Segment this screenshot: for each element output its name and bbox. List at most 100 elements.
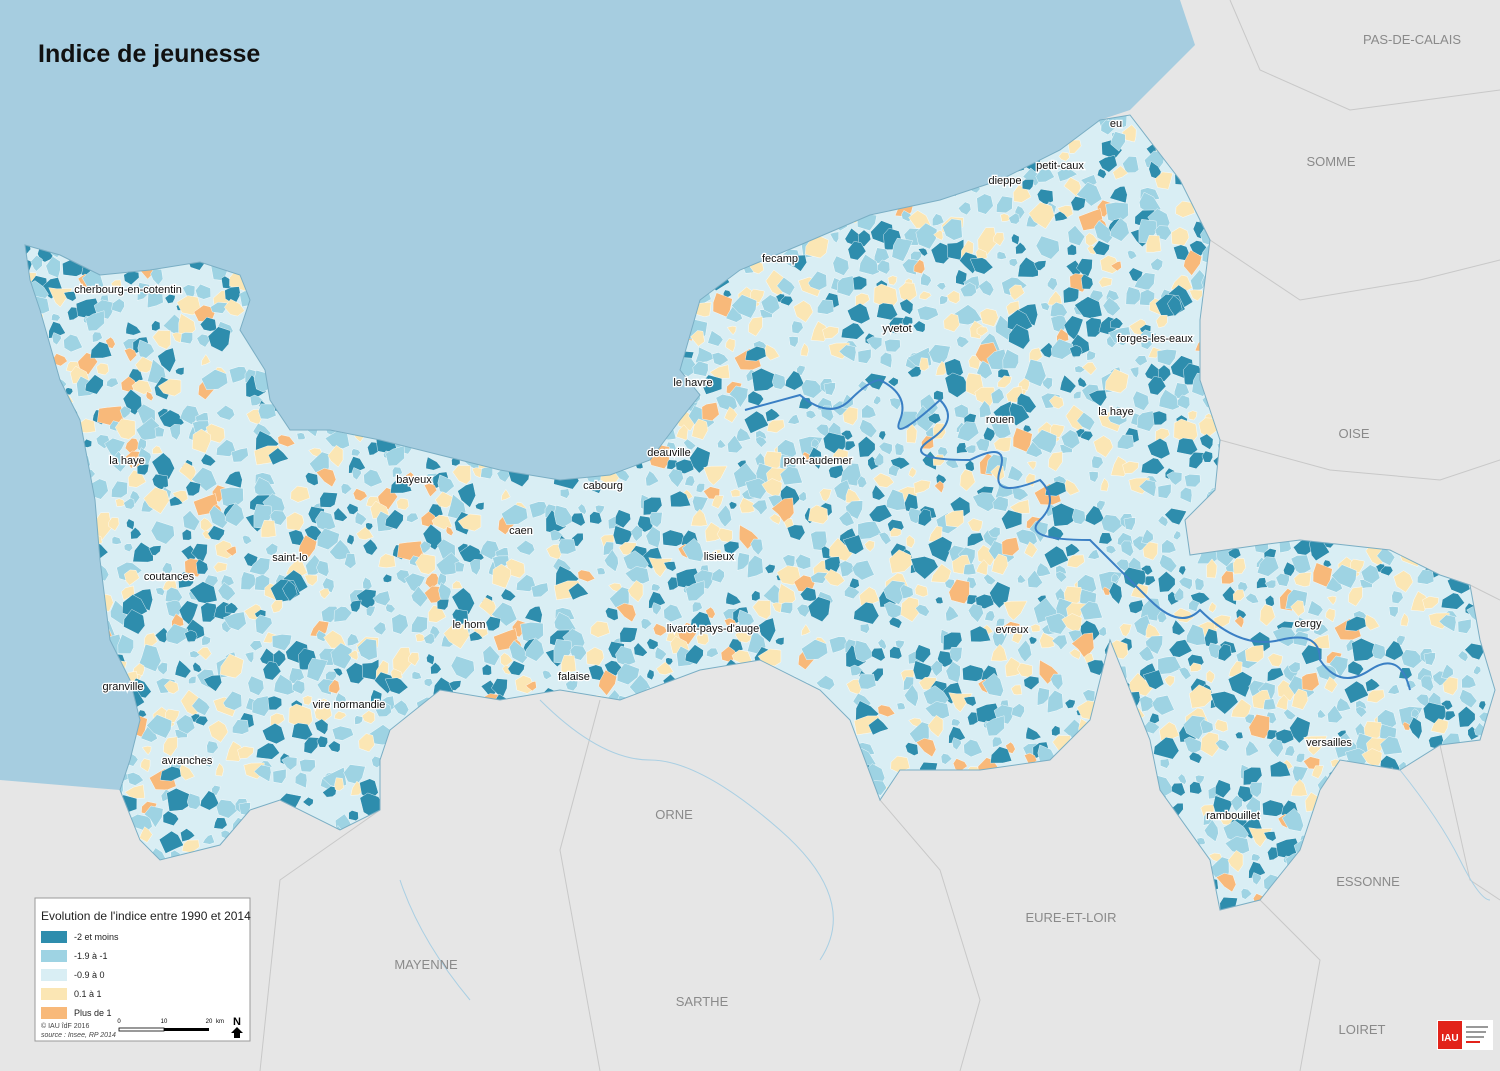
commune: [199, 316, 217, 332]
commune: [856, 475, 868, 488]
commune: [805, 409, 817, 420]
commune: [298, 534, 317, 561]
commune: [1317, 709, 1327, 719]
commune: [63, 291, 77, 302]
commune: [683, 438, 697, 451]
commune: [1187, 410, 1198, 421]
commune: [1140, 565, 1154, 576]
commune: [919, 357, 930, 372]
commune: [1049, 395, 1064, 410]
commune: [1028, 201, 1055, 229]
commune: [731, 294, 757, 319]
commune: [1041, 377, 1053, 390]
commune: [1240, 888, 1253, 900]
commune: [1109, 217, 1130, 242]
commune: [1196, 837, 1206, 845]
commune: [917, 508, 932, 527]
commune: [328, 679, 341, 694]
commune: [450, 655, 475, 680]
commune: [976, 326, 989, 337]
commune: [1311, 622, 1329, 636]
commune: [111, 536, 122, 545]
commune: [1215, 739, 1230, 752]
commune: [1388, 606, 1399, 618]
commune: [752, 600, 771, 620]
commune: [157, 378, 182, 397]
commune: [302, 796, 314, 807]
commune: [152, 445, 163, 455]
commune: [1156, 349, 1178, 366]
commune: [1259, 604, 1276, 627]
commune: [501, 504, 529, 526]
commune: [1159, 553, 1178, 574]
legend-label: Plus de 1: [74, 1008, 112, 1018]
commune: [224, 502, 245, 527]
commune: [750, 288, 765, 303]
commune: [1167, 295, 1183, 317]
commune: [691, 418, 709, 440]
commune: [701, 402, 720, 422]
commune: [1027, 569, 1043, 589]
commune: [836, 275, 856, 297]
legend: Evolution de l'indice entre 1990 et 2014…: [34, 897, 251, 1042]
commune: [927, 536, 953, 563]
legend-label: -0.9 à 0: [74, 970, 105, 980]
commune: [884, 338, 901, 353]
commune: [987, 526, 1001, 539]
commune: [333, 507, 348, 522]
scale-unit: km: [216, 1019, 224, 1025]
commune: [779, 466, 803, 486]
commune: [786, 524, 806, 541]
commune: [888, 464, 901, 477]
commune: [1303, 735, 1328, 756]
commune: [108, 517, 120, 532]
commune: [411, 615, 428, 634]
commune: [913, 259, 926, 274]
commune: [358, 733, 375, 753]
commune: [124, 569, 140, 586]
place-label: fecamp: [762, 253, 798, 265]
commune: [334, 777, 345, 792]
commune: [685, 580, 705, 602]
seine: [744, 378, 1411, 691]
commune: [1047, 277, 1058, 291]
commune: [119, 405, 132, 419]
commune: [210, 301, 228, 314]
commune: [347, 633, 360, 647]
commune: [164, 680, 179, 695]
commune: [291, 722, 313, 741]
commune: [1121, 124, 1137, 143]
commune: [154, 426, 165, 438]
commune: [1200, 731, 1220, 757]
commune: [992, 495, 1009, 512]
commune: [1307, 600, 1324, 617]
commune: [452, 580, 463, 590]
commune: [633, 642, 648, 657]
commune: [646, 638, 659, 650]
commune: [868, 504, 893, 523]
commune: [1065, 543, 1081, 557]
commune: [141, 745, 152, 756]
commune: [614, 509, 631, 529]
commune: [302, 695, 313, 706]
commune: [828, 464, 845, 479]
commune: [905, 535, 915, 549]
commune: [1393, 570, 1414, 593]
commune: [331, 725, 354, 741]
commune: [1127, 250, 1138, 260]
commune: [169, 424, 181, 441]
commune: [143, 486, 170, 514]
commune: [1108, 581, 1123, 605]
commune: [958, 201, 972, 216]
commune: [689, 446, 711, 474]
commune: [1064, 479, 1080, 496]
commune: [1050, 338, 1075, 360]
commune: [1085, 317, 1103, 338]
commune: [140, 758, 151, 773]
commune: [415, 633, 427, 642]
commune: [1147, 438, 1171, 460]
rivers-outside: [399, 699, 1491, 1001]
commune: [1227, 671, 1253, 698]
commune: [163, 736, 178, 757]
commune: [808, 446, 823, 470]
